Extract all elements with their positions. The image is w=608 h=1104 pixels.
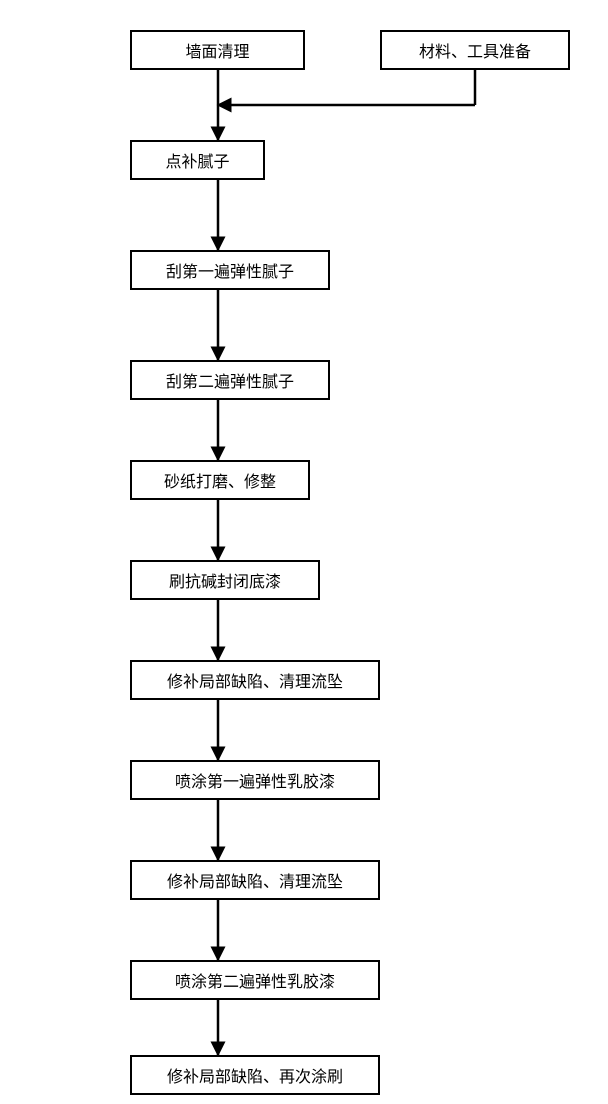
flow-node-label: 点补腻子 (165, 148, 229, 172)
flow-node-n3: 刮第一遍弹性腻子 (130, 250, 330, 290)
flow-node-label: 刷抗碱封闭底漆 (169, 568, 281, 592)
flow-node-n4: 刮第二遍弹性腻子 (130, 360, 330, 400)
flow-node-label: 砂纸打磨、修整 (164, 468, 276, 492)
flow-node-n1: 墙面清理 (130, 30, 305, 70)
flow-node-n1b: 材料、工具准备 (380, 30, 570, 70)
flow-node-n6: 刷抗碱封闭底漆 (130, 560, 320, 600)
flowchart-canvas: 墙面清理 材料、工具准备点补腻子刮第一遍弹性腻子刮第二遍弹性腻子砂纸打磨、修整刷抗… (0, 0, 608, 1104)
flow-node-label: 修补局部缺陷、清理流坠 (167, 868, 343, 892)
flow-node-n7: 修补局部缺陷、清理流坠 (130, 660, 380, 700)
flow-node-label: 修补局部缺陷、再次涂刷 (167, 1063, 343, 1087)
flow-node-label: 材料、工具准备 (419, 38, 531, 62)
flow-node-n5: 砂纸打磨、修整 (130, 460, 310, 500)
flowchart-edges (0, 0, 608, 1104)
flow-node-n9: 修补局部缺陷、清理流坠 (130, 860, 380, 900)
flow-node-label: 喷涂第一遍弹性乳胶漆 (175, 768, 335, 792)
flow-node-label: 墙面清理 (185, 38, 249, 62)
flow-node-label: 修补局部缺陷、清理流坠 (167, 668, 343, 692)
flow-node-label: 喷涂第二遍弹性乳胶漆 (175, 968, 335, 992)
flow-node-n2: 点补腻子 (130, 140, 265, 180)
flow-node-n8: 喷涂第一遍弹性乳胶漆 (130, 760, 380, 800)
flow-node-label: 刮第一遍弹性腻子 (166, 258, 294, 282)
flow-node-n11: 修补局部缺陷、再次涂刷 (130, 1055, 380, 1095)
flow-node-label: 刮第二遍弹性腻子 (166, 368, 294, 392)
flow-node-n10: 喷涂第二遍弹性乳胶漆 (130, 960, 380, 1000)
